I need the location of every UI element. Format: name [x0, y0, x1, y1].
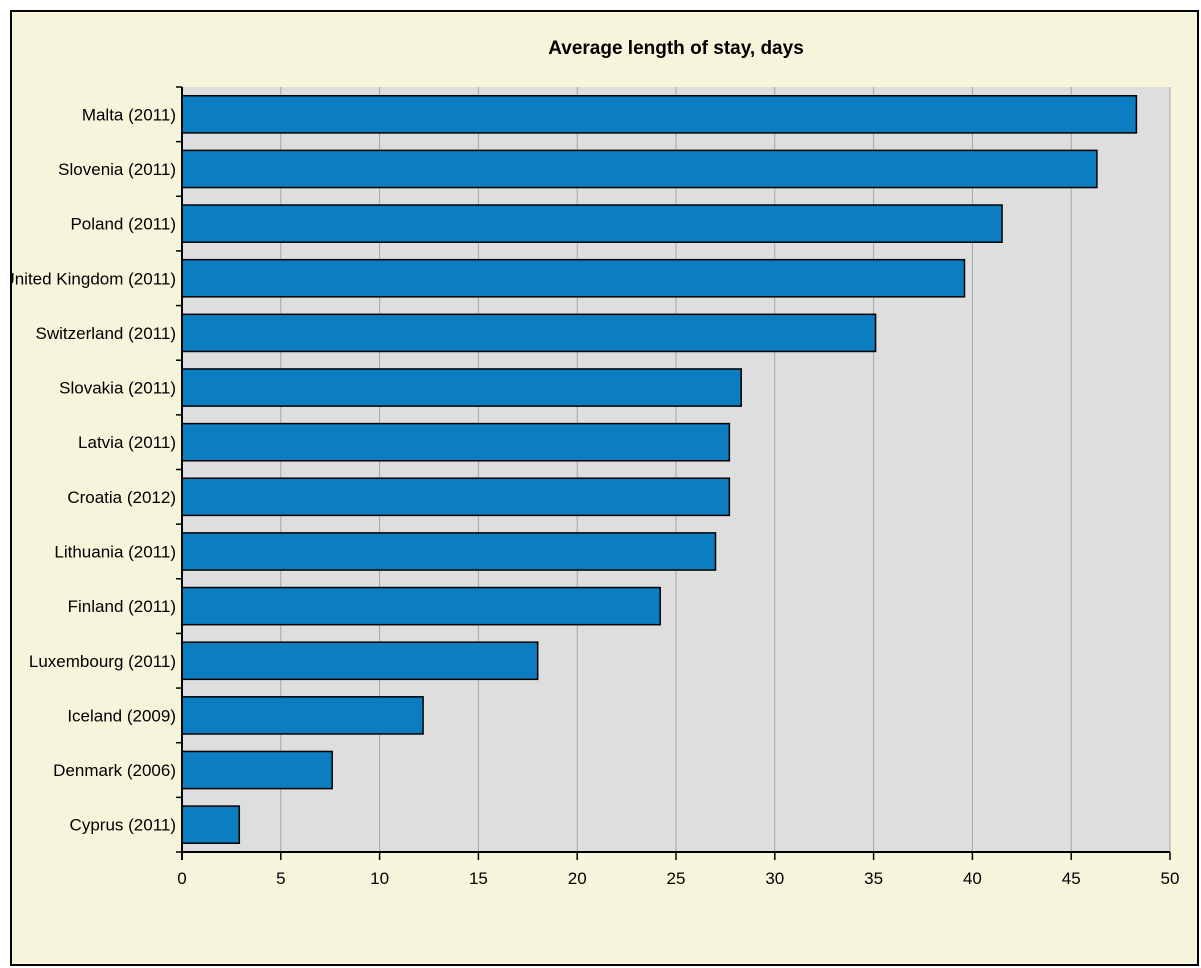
category-labels: Malta (2011) Slovenia (2011) Poland (2011)… — [12, 105, 176, 834]
x-tick-label-50: 50 — [1161, 869, 1180, 888]
x-tick-label-5: 5 — [276, 869, 285, 888]
bar-denmark-2006 — [181, 750, 333, 790]
category-label-latvia-2011: Latvia (2011) — [78, 433, 176, 452]
x-tick-label-25: 25 — [667, 869, 686, 888]
category-label-croatia-2012: Croatia (2012) — [67, 488, 176, 507]
bar-chart: Malta (2011) Slovenia (2011) Poland (2011)… — [12, 38, 1180, 888]
bar-luxembourg-2011 — [181, 641, 539, 681]
chart-frame: Malta (2011) Slovenia (2011) Poland (2011)… — [10, 10, 1199, 966]
x-tick-label-0: 0 — [177, 869, 186, 888]
x-tick-label-15: 15 — [469, 869, 488, 888]
category-label-finland-2011: Finland (2011) — [68, 597, 176, 616]
category-label-slovakia-2011: Slovakia (2011) — [59, 379, 176, 398]
bar-poland-2011 — [181, 204, 1003, 243]
category-label-denmark-2006: Denmark (2006) — [53, 761, 176, 780]
category-label-iceland-2009: Iceland (2009) — [67, 706, 176, 725]
category-label-malta-2011: Malta (2011) — [82, 105, 176, 124]
category-label-switzerland-2011: Switzerland (2011) — [36, 324, 176, 343]
x-tick-label-20: 20 — [568, 869, 587, 888]
bar-finland-2011 — [181, 586, 661, 626]
bar-slovenia-2011 — [181, 149, 1098, 189]
category-label-poland-2011: Poland (2011) — [70, 215, 176, 234]
x-tick-label-40: 40 — [963, 869, 982, 888]
x-tick-label-35: 35 — [864, 869, 883, 888]
bar-switzerland-2011 — [181, 313, 877, 353]
bar-croatia-2012 — [181, 477, 731, 517]
category-label-luxembourg-2011: Luxembourg (2011) — [29, 652, 176, 671]
bar-cyprus-2011 — [181, 805, 241, 845]
x-tick-label-45: 45 — [1062, 869, 1081, 888]
bar-latvia-2011 — [181, 422, 731, 462]
category-label-slovenia-2011: Slovenia (2011) — [58, 160, 176, 179]
x-axis-ticks: 0 5 10 15 20 25 30 35 40 45 50 — [176, 86, 1180, 888]
x-tick-label-30: 30 — [765, 869, 784, 888]
bar-iceland-2009 — [181, 696, 424, 735]
bar-united-kingdom-2011 — [181, 258, 966, 298]
category-label-united-kingdom-2011: United Kingdom (2011) — [12, 269, 176, 288]
x-tick-label-10: 10 — [370, 869, 389, 888]
bar-malta-2011 — [181, 94, 1138, 134]
category-label-cyprus-2011: Cyprus (2011) — [70, 816, 176, 835]
bars — [181, 94, 1138, 845]
category-label-lithuania-2011: Lithuania (2011) — [54, 542, 176, 561]
bar-slovakia-2011 — [181, 368, 742, 407]
chart-title: Average length of stay, days — [548, 38, 804, 59]
bar-lithuania-2011 — [181, 532, 717, 571]
